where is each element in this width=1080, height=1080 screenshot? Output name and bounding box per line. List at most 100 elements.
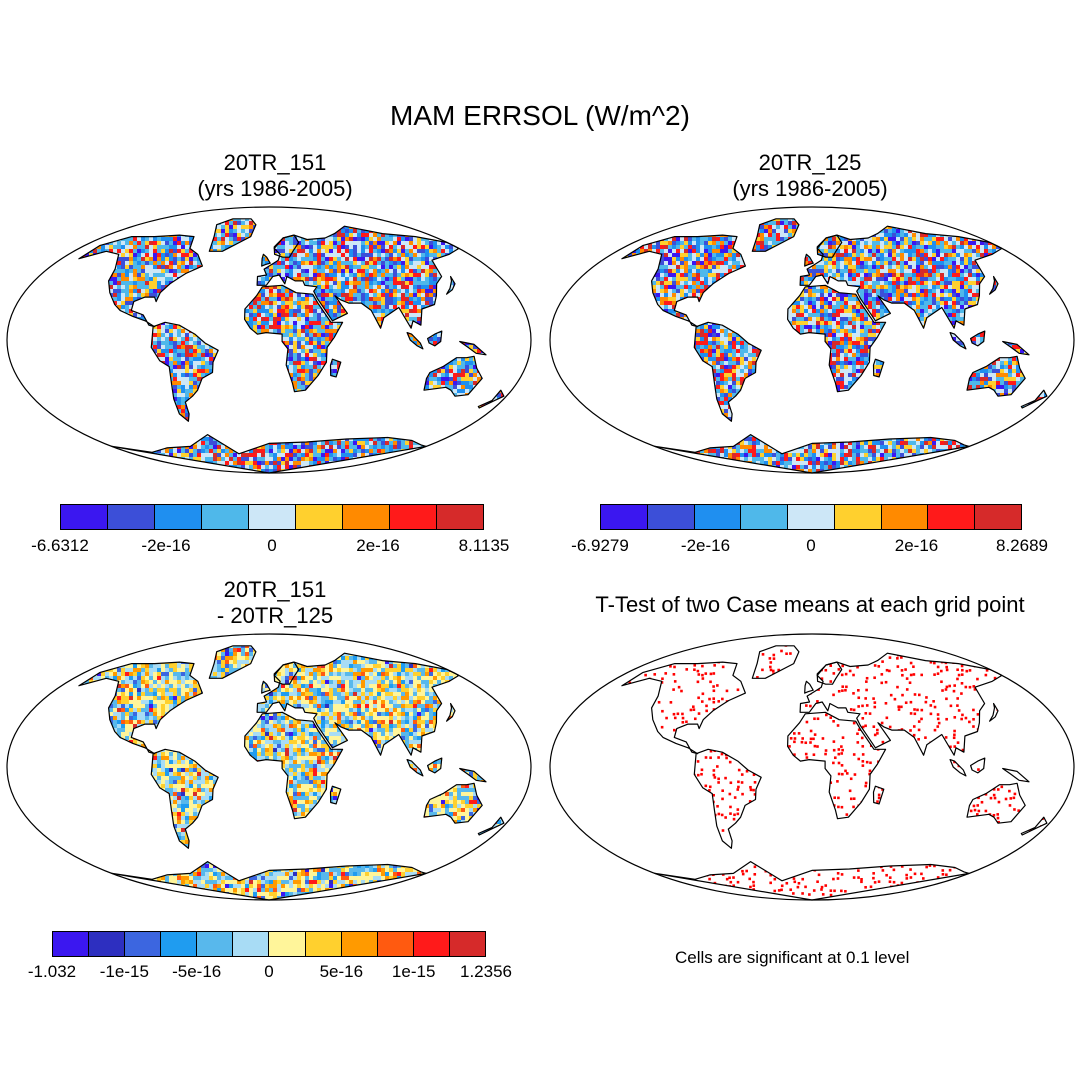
colorbar-swatch bbox=[390, 505, 437, 529]
colorbar-tick-label: 0 bbox=[264, 962, 273, 982]
colorbar-swatch bbox=[296, 505, 343, 529]
significance-note: Cells are significant at 0.1 level bbox=[675, 948, 909, 968]
colorbar-swatch bbox=[197, 932, 234, 956]
coastline-south-america bbox=[693, 748, 762, 849]
colorbar-swatch bbox=[233, 932, 270, 956]
colorbar-tick-label: -1e-15 bbox=[100, 962, 149, 982]
colorbar-swatch bbox=[413, 932, 450, 956]
coastline-british-isles bbox=[804, 680, 814, 694]
globe-outline bbox=[549, 633, 1075, 901]
coastline-new-guinea bbox=[459, 340, 487, 356]
map-panel-difference bbox=[6, 633, 532, 901]
colorbar-tick-label: 8.2689 bbox=[996, 536, 1048, 556]
coastline-africa bbox=[787, 284, 887, 393]
colorbar-swatch bbox=[881, 505, 929, 529]
coastline-north-america bbox=[78, 234, 203, 328]
coastline-japan bbox=[989, 275, 999, 295]
panel-1-title-line2: (yrs 1986-2005) bbox=[60, 176, 490, 202]
colorbar-swatch bbox=[928, 505, 976, 529]
coastline-greenland bbox=[751, 645, 800, 679]
globe-outline bbox=[6, 206, 532, 474]
colorbar-tick-label: 2e-16 bbox=[895, 536, 938, 556]
coastline-south-america bbox=[150, 748, 219, 849]
colorbar-swatch bbox=[788, 505, 835, 529]
colorbar-tick-label: -6.6312 bbox=[31, 536, 89, 556]
coastline-new-guinea bbox=[1002, 340, 1030, 356]
coastline-new-zealand bbox=[1020, 816, 1048, 836]
coastline-sumatra bbox=[949, 759, 967, 777]
coastline-sumatra bbox=[406, 332, 424, 350]
coastline-japan bbox=[446, 702, 456, 722]
figure-title: MAM ERRSOL (W/m^2) bbox=[0, 100, 1080, 132]
panel-4-title-line1: T-Test of two Case means at each grid po… bbox=[540, 592, 1080, 618]
colorbar-difference-ticks: -1.032 -1e-15 -5e-16 0 5e-16 1e-15 1.2356 bbox=[28, 962, 512, 984]
panel-3-title-line1: 20TR_151 bbox=[60, 577, 490, 603]
coastline-sumatra bbox=[949, 332, 967, 350]
coastline-borneo bbox=[427, 757, 443, 774]
panel-2-title-line1: 20TR_125 bbox=[595, 150, 1025, 176]
colorbar-tick-label: 1.2356 bbox=[460, 962, 512, 982]
globe-outline bbox=[549, 206, 1075, 474]
coastline-africa bbox=[244, 284, 344, 393]
colorbar-tick-label: 1e-15 bbox=[392, 962, 435, 982]
coastline-south-america bbox=[693, 321, 762, 422]
coastline-scandinavia bbox=[273, 234, 300, 258]
panel-4-title: T-Test of two Case means at each grid po… bbox=[540, 592, 1080, 618]
map-panel-case-1 bbox=[6, 206, 532, 474]
coastline-antarctica bbox=[111, 434, 427, 474]
coastline-australia bbox=[966, 782, 1026, 824]
coastline-scandinavia bbox=[816, 661, 843, 685]
coastline-scandinavia bbox=[816, 234, 843, 258]
colorbar-tick-label: -2e-16 bbox=[681, 536, 730, 556]
panel-1-title-line1: 20TR_151 bbox=[60, 150, 490, 176]
colorbar-swatch bbox=[269, 932, 306, 956]
colorbar-swatch bbox=[601, 505, 648, 529]
coastline-greenland bbox=[208, 218, 257, 252]
colorbar-tick-label: -5e-16 bbox=[172, 962, 221, 982]
panel-3-title-line2: - 20TR_125 bbox=[60, 603, 490, 629]
colorbar-difference bbox=[52, 931, 486, 957]
coastline-greenland bbox=[751, 218, 800, 252]
coastline-japan bbox=[989, 702, 999, 722]
panel-3-title: 20TR_151 - 20TR_125 bbox=[60, 577, 490, 629]
colorbar-swatch bbox=[125, 932, 162, 956]
colorbar-swatch bbox=[61, 505, 108, 529]
map-panel-t-test bbox=[549, 633, 1075, 901]
colorbar-case-1-ticks: -6.6312 -2e-16 0 2e-16 8.1135 bbox=[31, 536, 509, 558]
colorbar-swatch bbox=[437, 505, 483, 529]
coastline-australia bbox=[423, 355, 483, 397]
coastline-madagascar bbox=[872, 785, 885, 805]
colorbar-case-2 bbox=[600, 504, 1022, 530]
coastline-antarctica bbox=[654, 861, 970, 901]
coastline-antarctica bbox=[111, 861, 427, 901]
colorbar-swatch bbox=[741, 505, 789, 529]
coastline-scandinavia bbox=[273, 661, 300, 685]
colorbar-swatch bbox=[108, 505, 155, 529]
colorbar-swatch bbox=[202, 505, 249, 529]
colorbar-swatch bbox=[249, 505, 296, 529]
colorbar-tick-label: 5e-16 bbox=[320, 962, 363, 982]
colorbar-tick-label: 0 bbox=[806, 536, 815, 556]
colorbar-swatch bbox=[834, 505, 882, 529]
coastline-north-america bbox=[621, 234, 746, 328]
colorbar-swatch bbox=[305, 932, 342, 956]
coastline-north-america bbox=[621, 661, 746, 755]
coastline-africa bbox=[244, 711, 344, 820]
colorbar-tick-label: 0 bbox=[267, 536, 276, 556]
coastline-british-isles bbox=[804, 253, 814, 267]
panel-1-title: 20TR_151 (yrs 1986-2005) bbox=[60, 150, 490, 202]
colorbar-swatch bbox=[975, 505, 1022, 529]
colorbar-swatch bbox=[89, 932, 126, 956]
coastline-new-guinea bbox=[1002, 767, 1030, 783]
colorbar-tick-label: 2e-16 bbox=[356, 536, 399, 556]
coastline-new-guinea bbox=[459, 767, 487, 783]
colorbar-case-2-ticks: -6.9279 -2e-16 0 2e-16 8.2689 bbox=[571, 536, 1048, 558]
colorbar-swatch bbox=[377, 932, 414, 956]
globe-outline bbox=[6, 633, 532, 901]
coastline-south-america bbox=[150, 321, 219, 422]
panel-2-title-line2: (yrs 1986-2005) bbox=[595, 176, 1025, 202]
coastline-australia bbox=[423, 782, 483, 824]
coastline-antarctica bbox=[654, 434, 970, 474]
coastline-borneo bbox=[970, 330, 986, 347]
coastline-madagascar bbox=[872, 358, 885, 378]
